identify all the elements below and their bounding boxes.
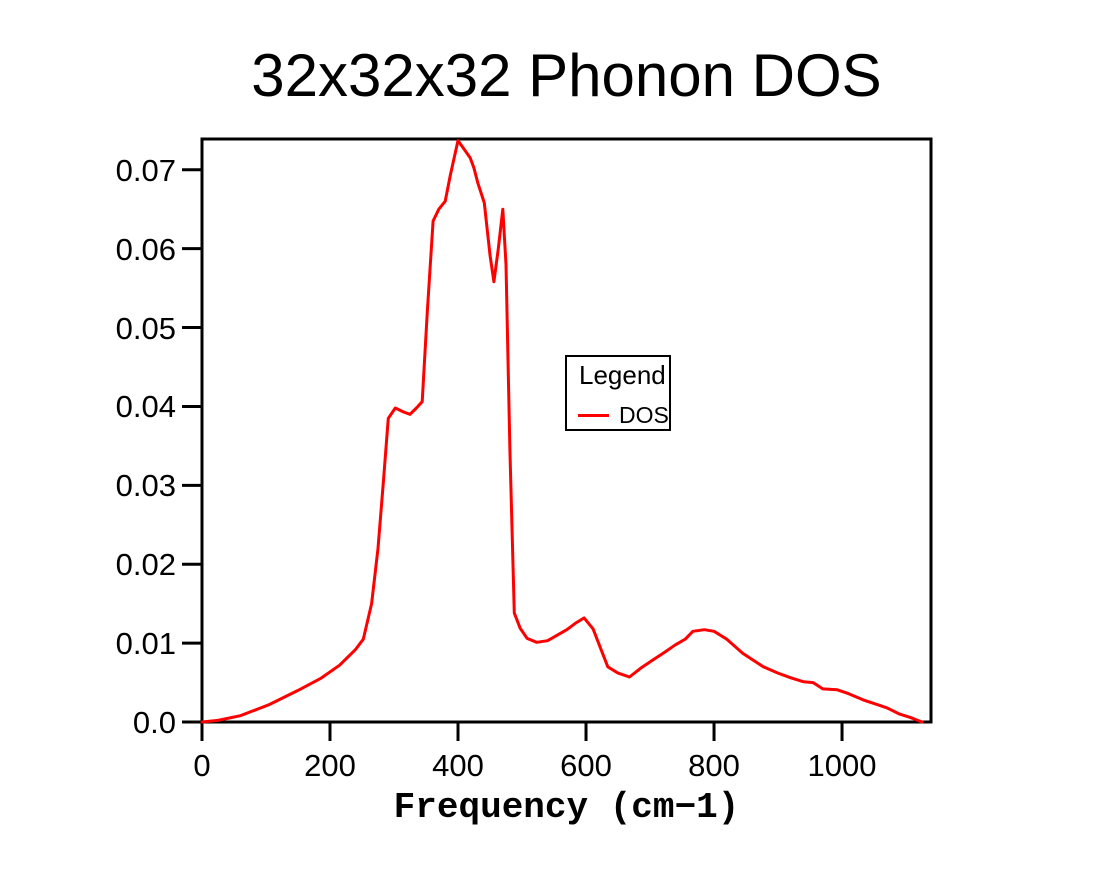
y-tick-label: 0.01 [115, 626, 176, 662]
x-tick-label: 600 [560, 748, 612, 783]
legend-entry-dos: DOS [578, 404, 669, 427]
legend-box: Legend DOS [565, 355, 671, 431]
dos-curve [200, 139, 924, 724]
y-tick-label: 0.0 [132, 705, 176, 740]
x-tick-label: 800 [688, 748, 740, 783]
chart-title: 32x32x32 Phonon DOS [251, 42, 882, 109]
legend-entry-label: DOS [619, 402, 669, 428]
y-tick-label: 0.07 [115, 152, 176, 188]
x-axis-label: Frequency (cm−1) [393, 787, 740, 828]
y-tick-label: 0.02 [115, 547, 176, 583]
x-tick-label: 200 [304, 748, 356, 783]
legend-title: Legend [579, 360, 666, 390]
x-tick-label: 0 [193, 748, 211, 783]
y-tick-label: 0.04 [115, 389, 176, 425]
dos-line-swatch [578, 414, 609, 417]
y-tick-label: 0.03 [115, 468, 176, 504]
x-tick-label: 1000 [807, 748, 877, 783]
y-tick-label: 0.05 [115, 310, 176, 346]
y-tick-label: 0.06 [115, 231, 176, 267]
plot-frame [200, 137, 933, 724]
x-tick-label: 400 [432, 748, 484, 783]
